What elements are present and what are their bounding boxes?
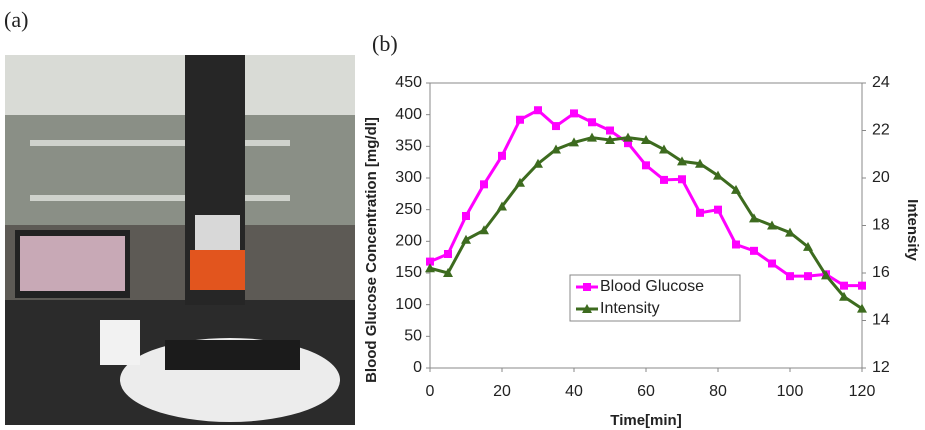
y-tick-label: 300 <box>395 169 422 186</box>
marker <box>516 115 524 124</box>
y-tick-label: 200 <box>395 233 422 250</box>
y-tick-label: 350 <box>395 138 422 155</box>
marker <box>462 212 470 220</box>
y-tick-label: 100 <box>395 296 422 313</box>
marker <box>587 132 597 142</box>
y-tick-label: 250 <box>395 201 422 218</box>
marker <box>714 205 722 214</box>
marker <box>605 135 615 144</box>
marker <box>583 283 591 291</box>
marker <box>749 213 759 223</box>
marker <box>660 175 668 184</box>
marker <box>677 156 687 166</box>
plot-area <box>429 82 863 369</box>
y2-tick-label: 12 <box>872 359 890 376</box>
marker <box>498 151 506 160</box>
x-tick-label: 120 <box>849 383 876 400</box>
marker <box>678 175 686 184</box>
marker <box>732 240 740 249</box>
marker <box>588 118 596 127</box>
marker <box>731 184 741 194</box>
photo <box>5 55 355 425</box>
marker <box>551 144 561 154</box>
marker <box>569 137 579 147</box>
y2-tick-label: 14 <box>872 312 890 329</box>
marker <box>803 241 813 251</box>
marker <box>515 177 525 187</box>
marker <box>659 144 669 154</box>
marker <box>857 303 867 313</box>
marker <box>534 106 542 115</box>
y2-tick-label: 24 <box>872 74 890 91</box>
y-tick-label: 50 <box>404 328 422 345</box>
panel-label: (b) <box>372 31 398 56</box>
y-tick-label: 150 <box>395 264 422 281</box>
marker <box>479 225 489 235</box>
marker <box>461 234 471 244</box>
marker <box>858 281 866 290</box>
x-axis-label: Time[min] <box>610 412 681 429</box>
legend-box <box>569 274 741 322</box>
y-axis-label: Blood Glucose Concentration [mg/dl] <box>363 117 380 383</box>
x-tick-label: 0 <box>426 383 435 400</box>
marker <box>623 132 633 142</box>
legend-label: Intensity <box>600 300 660 317</box>
y2-axis-label: Intensity <box>904 199 921 261</box>
marker <box>768 259 776 268</box>
marker <box>582 304 592 313</box>
marker <box>804 272 812 281</box>
marker <box>606 126 614 135</box>
marker <box>786 272 794 281</box>
marker <box>624 139 632 148</box>
x-tick-label: 60 <box>637 383 655 400</box>
marker <box>696 208 704 217</box>
x-tick-label: 20 <box>493 383 511 400</box>
panel-label: (a) <box>4 7 28 32</box>
x-tick-label: 100 <box>777 383 804 400</box>
marker <box>443 268 453 277</box>
marker <box>839 291 849 301</box>
marker <box>570 109 578 118</box>
legend-label: Blood Glucose <box>600 278 704 295</box>
y2-tick-label: 18 <box>872 217 890 234</box>
marker <box>552 122 560 131</box>
marker <box>641 135 651 144</box>
marker <box>840 281 848 290</box>
marker <box>444 250 452 258</box>
x-tick-label: 80 <box>709 383 727 400</box>
x-tick-label: 40 <box>565 383 583 400</box>
marker <box>642 161 650 170</box>
marker <box>750 246 758 255</box>
marker <box>426 257 434 266</box>
marker <box>497 201 507 211</box>
marker <box>785 227 795 237</box>
y2-tick-label: 22 <box>872 122 890 139</box>
y-tick-label: 450 <box>395 74 422 91</box>
marker <box>713 170 723 180</box>
marker <box>695 158 705 168</box>
y2-tick-label: 20 <box>872 169 890 186</box>
marker <box>821 270 831 280</box>
y-tick-label: 0 <box>413 359 422 376</box>
y2-tick-label: 16 <box>872 264 890 281</box>
marker <box>767 220 777 230</box>
marker <box>533 158 543 168</box>
marker <box>480 180 488 189</box>
y-tick-label: 400 <box>395 106 422 123</box>
marker <box>425 263 435 273</box>
